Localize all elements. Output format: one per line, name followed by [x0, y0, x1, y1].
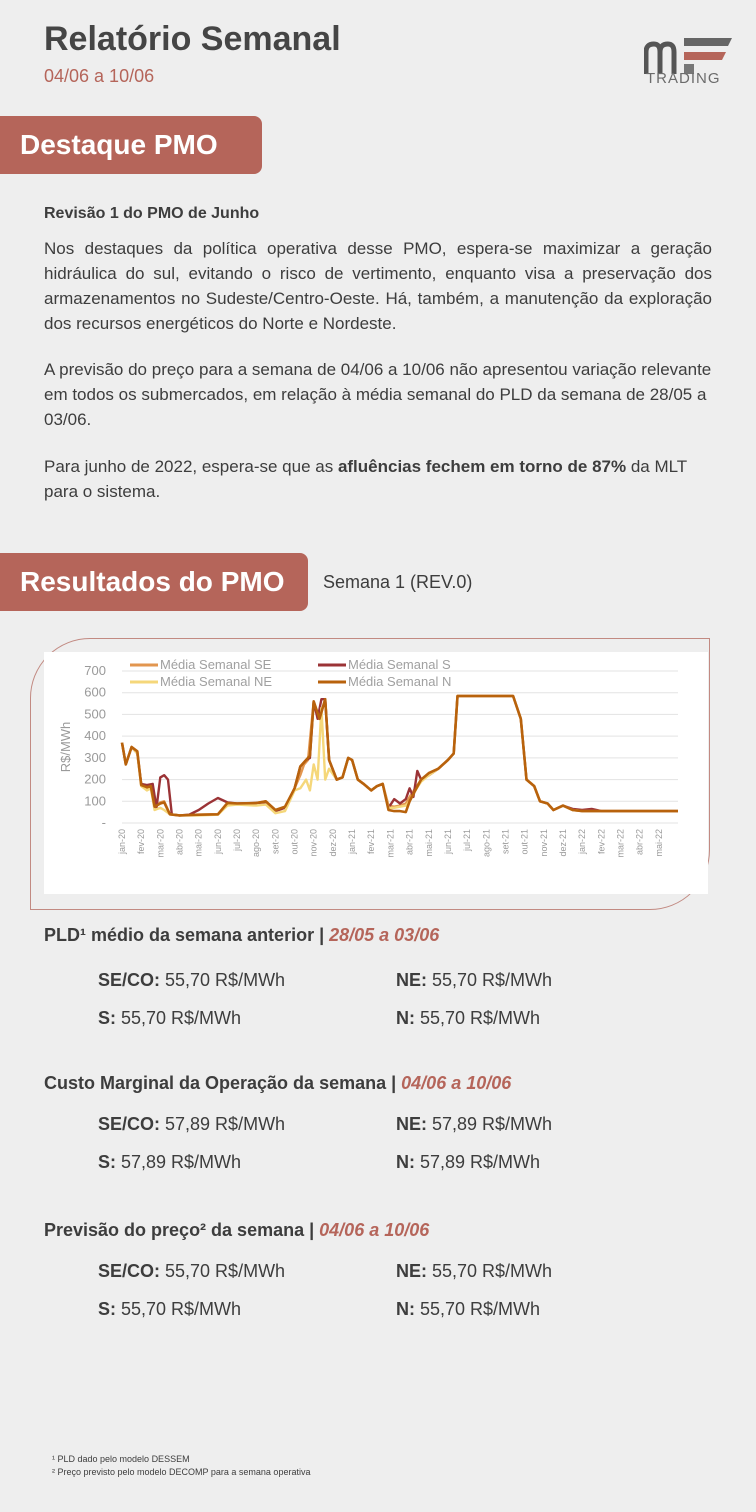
series-line-2 — [120, 694, 678, 817]
x-tick-label: mar-21 — [385, 829, 395, 858]
x-tick-label: mai-22 — [654, 829, 664, 857]
x-tick-label: fev-22 — [596, 829, 606, 854]
footnote-2: ² Preço previsto pelo modelo DECOMP para… — [52, 1467, 311, 1477]
previsao-s: S: 55,70 R$/MWh — [98, 1299, 242, 1319]
previsao-seco: SE/CO: 55,70 R$/MWh — [98, 1261, 286, 1281]
cmo-n: N: 57,89 R$/MWh — [396, 1152, 541, 1172]
y-tick-label: 100 — [84, 793, 106, 808]
pld-ne: NE: 55,70 R$/MWh — [396, 970, 553, 990]
price-line-chart: - 100 200 300 400 500 600 700 R$/MWh jan-20 fev-20… — [58, 657, 678, 858]
x-tick-label: nov-20 — [309, 829, 319, 857]
x-tick-label: dez-20 — [328, 829, 338, 857]
x-tick-label: abr-20 — [175, 829, 185, 855]
y-tick-label: 200 — [84, 772, 106, 787]
x-tick-label: dez-21 — [558, 829, 568, 857]
series-line-4 — [120, 694, 678, 817]
y-tick-label: - — [102, 815, 106, 830]
y-tick-label: 500 — [84, 706, 106, 721]
cmo-seco: SE/CO: 57,89 R$/MWh — [98, 1114, 286, 1134]
x-tick-label: ago-20 — [251, 829, 261, 857]
x-tick-label: fev-21 — [366, 829, 376, 854]
pld-heading: PLD¹ médio da semana anterior | 28/05 a … — [44, 925, 440, 945]
x-tick-label: mai-21 — [424, 829, 434, 857]
destaque-paragraph-2: A previsão do preço para a semana de 04/… — [44, 360, 712, 429]
x-tick-label: jan-22 — [577, 829, 587, 855]
x-tick-label: jun-20 — [213, 829, 223, 855]
pld-s: S: 55,70 R$/MWh — [98, 1008, 242, 1028]
y-tick-label: 700 — [84, 663, 106, 678]
x-tick-label: set-20 — [270, 829, 280, 854]
pld-n: N: 55,70 R$/MWh — [396, 1008, 541, 1028]
section-tag-destaque: Destaque PMO — [0, 116, 262, 174]
x-tick-label: jan-20 — [117, 829, 127, 855]
x-tick-label: abr-21 — [405, 829, 415, 855]
series-line-1 — [120, 694, 678, 817]
x-tick-label: nov-21 — [539, 829, 549, 857]
x-tick-label: mai-20 — [194, 829, 204, 857]
destaque-paragraph-3: Para junho de 2022, espera-se que as afl… — [44, 457, 687, 501]
y-tick-label: 400 — [84, 728, 106, 743]
x-tick-label: mar-22 — [615, 829, 625, 858]
x-tick-label: fev-20 — [136, 829, 146, 854]
mf-logo-icon — [644, 38, 732, 74]
x-tick-label: abr-22 — [635, 829, 645, 855]
previsao-heading: Previsão do preço² da semana | 04/06 a 1… — [44, 1220, 430, 1240]
destaque-subtitle: Revisão 1 do PMO de Junho — [44, 205, 260, 222]
y-axis-label: R$/MWh — [58, 722, 73, 773]
destaque-paragraph-1: Nos destaques da política operativa dess… — [44, 239, 712, 333]
x-tick-label: jun-21 — [443, 829, 453, 855]
legend-label: Média Semanal S — [348, 657, 451, 672]
x-tick-label: ago-21 — [481, 829, 491, 857]
section-tag-resultados: Resultados do PMO — [0, 553, 308, 611]
previsao-n: N: 55,70 R$/MWh — [396, 1299, 541, 1319]
pld-seco: SE/CO: 55,70 R$/MWh — [98, 970, 286, 990]
resultados-subtitle: Semana 1 (REV.0) — [323, 572, 473, 592]
x-tick-label: set-21 — [500, 829, 510, 854]
cmo-heading: Custo Marginal da Operação da semana | 0… — [44, 1073, 512, 1093]
previsao-ne: NE: 55,70 R$/MWh — [396, 1261, 553, 1281]
series-line-3 — [120, 694, 678, 817]
cmo-ne: NE: 57,89 R$/MWh — [396, 1114, 553, 1134]
x-tick-label: out-21 — [520, 829, 530, 855]
legend-label: Média Semanal N — [348, 674, 451, 689]
x-tick-label: mar-20 — [155, 829, 165, 858]
logo-text: TRADING — [646, 70, 721, 87]
report-date-range: 04/06 a 10/06 — [44, 66, 155, 86]
x-tick-label: jan-21 — [347, 829, 357, 855]
x-tick-label: jul-20 — [232, 829, 242, 852]
x-tick-label: out-20 — [290, 829, 300, 855]
legend-label: Média Semanal SE — [160, 657, 272, 672]
y-tick-label: 300 — [84, 750, 106, 765]
cmo-s: S: 57,89 R$/MWh — [98, 1152, 242, 1172]
y-tick-label: 600 — [84, 685, 106, 700]
x-tick-label: jul-21 — [462, 829, 472, 852]
report-title: Relatório Semanal — [44, 20, 341, 58]
legend-label: Média Semanal NE — [160, 674, 272, 689]
footnote-1: ¹ PLD dado pelo modelo DESSEM — [52, 1454, 190, 1464]
